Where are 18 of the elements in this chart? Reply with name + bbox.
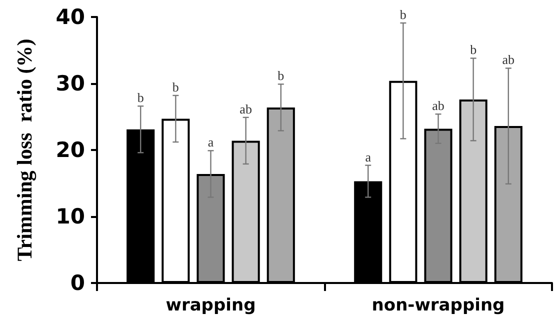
annotation: b — [470, 42, 477, 58]
y-axis-title: Trimming loss ratio (%) — [12, 38, 36, 262]
y-tick-label: 30 — [56, 72, 85, 96]
annotation: b — [137, 90, 144, 106]
x-tick-label: non-wrapping — [372, 296, 505, 316]
annotation: a — [208, 134, 214, 150]
annotation: b — [400, 6, 406, 22]
annotation: ab — [432, 98, 444, 114]
y-tick-label: 10 — [56, 204, 85, 228]
x-tick-label: wrapping — [166, 296, 256, 316]
annotation: a — [365, 149, 372, 164]
y-tick-label: 40 — [56, 5, 85, 29]
y-tick-label: 0 — [70, 271, 85, 295]
annotation: ab — [502, 52, 515, 68]
y-tick-label: 20 — [56, 138, 85, 162]
annotation: b — [172, 79, 179, 94]
annotation: ab — [240, 101, 252, 116]
annotation: b — [278, 68, 284, 84]
